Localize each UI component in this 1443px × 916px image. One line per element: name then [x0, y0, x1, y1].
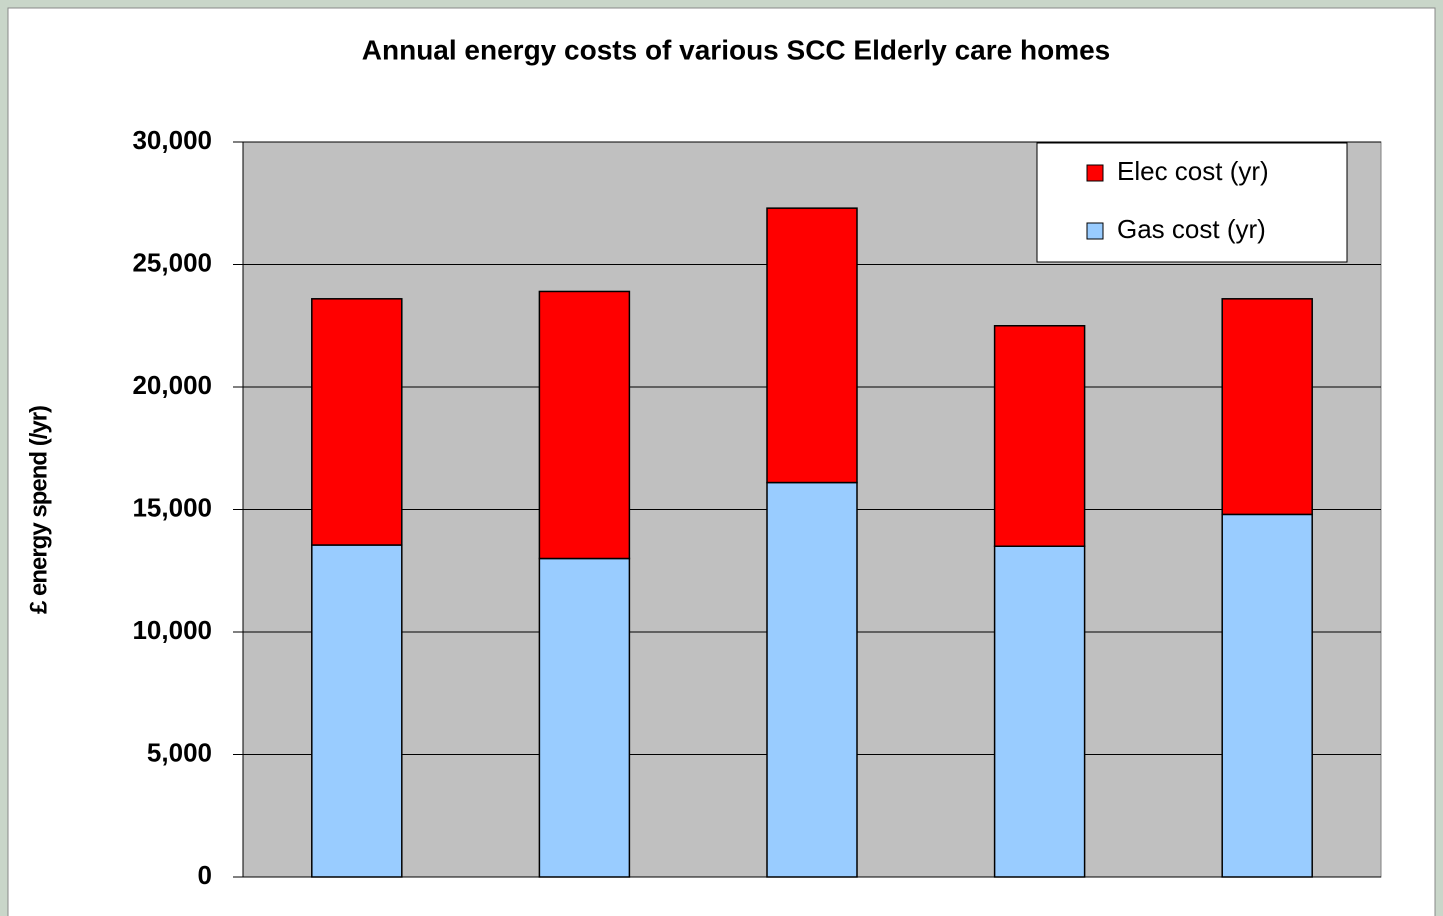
legend-label: Elec cost (yr) — [1117, 156, 1269, 186]
y-tick-label: 20,000 — [132, 370, 212, 400]
bar-segment — [766, 481, 858, 878]
bar-segment — [1221, 513, 1313, 878]
y-tick-label: 15,000 — [132, 492, 212, 522]
y-tick-label: 25,000 — [132, 247, 212, 277]
bar-segment — [311, 544, 403, 878]
legend-swatch — [1086, 164, 1104, 182]
y-tick-label: 10,000 — [132, 615, 212, 645]
bar-segment — [766, 207, 858, 484]
bar-segment — [1221, 298, 1313, 516]
y-tick-label: 0 — [198, 860, 212, 890]
legend-box — [1036, 142, 1348, 263]
bar-segment — [311, 298, 403, 546]
bar-segment — [538, 557, 631, 878]
chart-title: Annual energy costs of various SCC Elder… — [362, 34, 1110, 65]
y-tick-label: 5,000 — [147, 737, 212, 767]
legend-swatch — [1086, 222, 1104, 240]
y-axis-label: £ energy spend (/yr) — [25, 406, 52, 614]
bar-segment — [993, 545, 1086, 878]
bar-segment — [993, 325, 1086, 547]
legend-label: Gas cost (yr) — [1117, 214, 1266, 244]
y-tick-label: 30,000 — [132, 125, 212, 155]
bar-segment — [538, 290, 631, 560]
